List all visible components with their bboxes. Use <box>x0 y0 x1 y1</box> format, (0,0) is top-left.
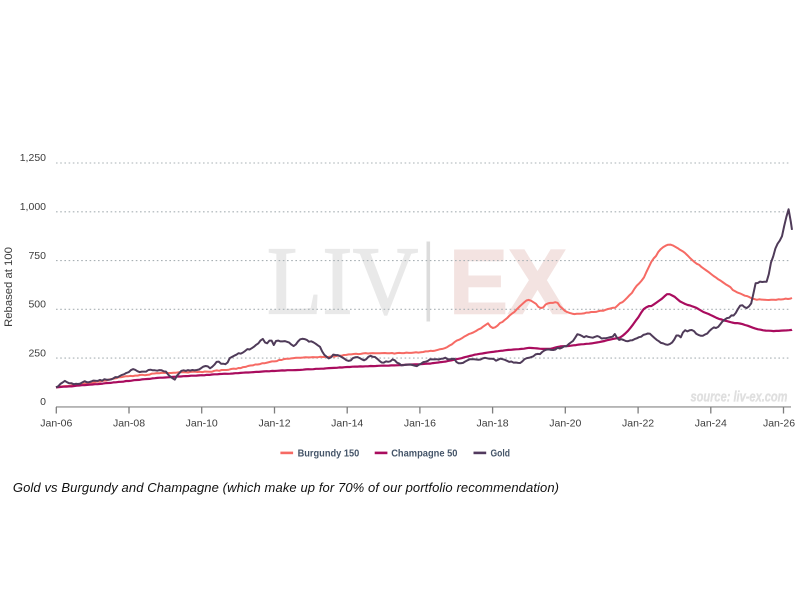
svg-text:LIV: LIV <box>267 228 419 335</box>
svg-text:Jan-24: Jan-24 <box>695 418 727 430</box>
svg-text:Jan-16: Jan-16 <box>404 418 436 430</box>
svg-text:1,250: 1,250 <box>20 152 46 164</box>
svg-text:Jan-08: Jan-08 <box>113 418 145 430</box>
svg-text:750: 750 <box>28 250 46 262</box>
svg-text:500: 500 <box>28 299 46 311</box>
svg-text:Gold: Gold <box>491 448 511 460</box>
svg-text:Rebased at 100: Rebased at 100 <box>3 247 15 327</box>
svg-text:Jan-26: Jan-26 <box>763 418 795 430</box>
svg-text:250: 250 <box>28 347 46 359</box>
svg-text:Burgundy 150: Burgundy 150 <box>298 448 360 460</box>
svg-text:Jan-06: Jan-06 <box>40 418 72 430</box>
svg-text:Jan-10: Jan-10 <box>186 418 218 430</box>
svg-text:Jan-14: Jan-14 <box>331 418 363 430</box>
svg-text:Jan-22: Jan-22 <box>622 418 654 430</box>
svg-text:Jan-20: Jan-20 <box>549 418 581 430</box>
svg-text:0: 0 <box>40 396 46 408</box>
svg-text:source: liv-ex.com: source: liv-ex.com <box>691 390 788 406</box>
svg-text:Jan-12: Jan-12 <box>258 418 290 430</box>
svg-text:Champagne 50: Champagne 50 <box>391 448 457 460</box>
svg-text:1,000: 1,000 <box>20 201 46 213</box>
svg-text:Gold vs Burgundy and Champagne: Gold vs Burgundy and Champagne (which ma… <box>13 480 559 495</box>
svg-text:Jan-18: Jan-18 <box>477 418 509 430</box>
